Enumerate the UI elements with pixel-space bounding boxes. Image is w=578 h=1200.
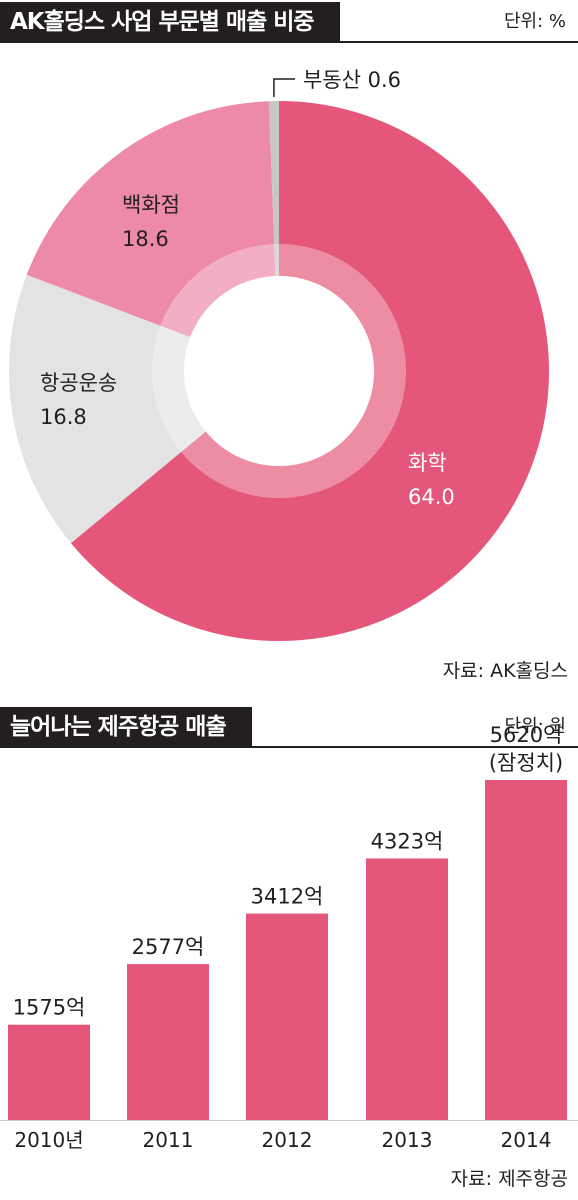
slice-label: 백화점 — [122, 193, 180, 217]
pie-chart-title: AK홀딩스 사업 부문별 매출 비중 — [0, 2, 340, 42]
pie-slice — [26, 101, 276, 338]
header-rule — [0, 746, 578, 748]
donut-chart: 화학 64.0 항공운송 16.8 백화점 18.6 부동산 0.6 — [9, 68, 549, 641]
callout-line — [273, 78, 295, 98]
pie-chart-unit: 단위: % — [503, 11, 566, 32]
slice-label: 화학 — [408, 451, 447, 475]
x-tick-label: 2013 — [382, 1128, 433, 1152]
donut-hole — [184, 276, 374, 466]
pie-slice — [9, 274, 206, 544]
bar-value-label: 1575억 — [13, 996, 86, 1020]
bar — [8, 1024, 90, 1120]
x-tick-label: 2014 — [501, 1128, 552, 1152]
pie-chart-header: AK홀딩스 사업 부문별 매출 비중 단위: % — [0, 2, 578, 43]
slice-value: 18.6 — [122, 227, 169, 251]
bar-value-label: 2577억 — [132, 935, 205, 959]
x-tick-label: 2011 — [143, 1128, 194, 1152]
slice-label: 항공운송 — [40, 371, 117, 395]
header-rule — [0, 41, 578, 43]
x-tick-label: 2012 — [262, 1128, 313, 1152]
bar-note-label: (잠정치) — [489, 751, 563, 775]
bar — [485, 779, 567, 1120]
bar-value-label: 3412억 — [251, 885, 324, 909]
pie-slice — [268, 101, 279, 277]
bar — [366, 858, 448, 1120]
pie-source: 자료: AK홀딩스 — [442, 660, 568, 682]
bar — [246, 913, 328, 1120]
bar-chart-title: 늘어나는 제주항공 매출 — [0, 707, 252, 747]
bar — [127, 964, 209, 1120]
pie-slice — [70, 101, 549, 641]
bar-chart-unit: 단위: 원 — [504, 716, 566, 737]
slice-value: 16.8 — [40, 405, 87, 429]
slice-value: 64.0 — [408, 485, 455, 509]
bar-source: 자료: 제주항공 — [450, 1168, 568, 1190]
x-tick-label: 2010년 — [14, 1128, 83, 1152]
bar-value-label: 4323억 — [371, 829, 444, 853]
bar-chart-header: 늘어나는 제주항공 매출 단위: 원 — [0, 707, 578, 748]
slice-label: 부동산 0.6 — [303, 68, 401, 92]
bar-value-label: 5620억 — [490, 723, 563, 747]
